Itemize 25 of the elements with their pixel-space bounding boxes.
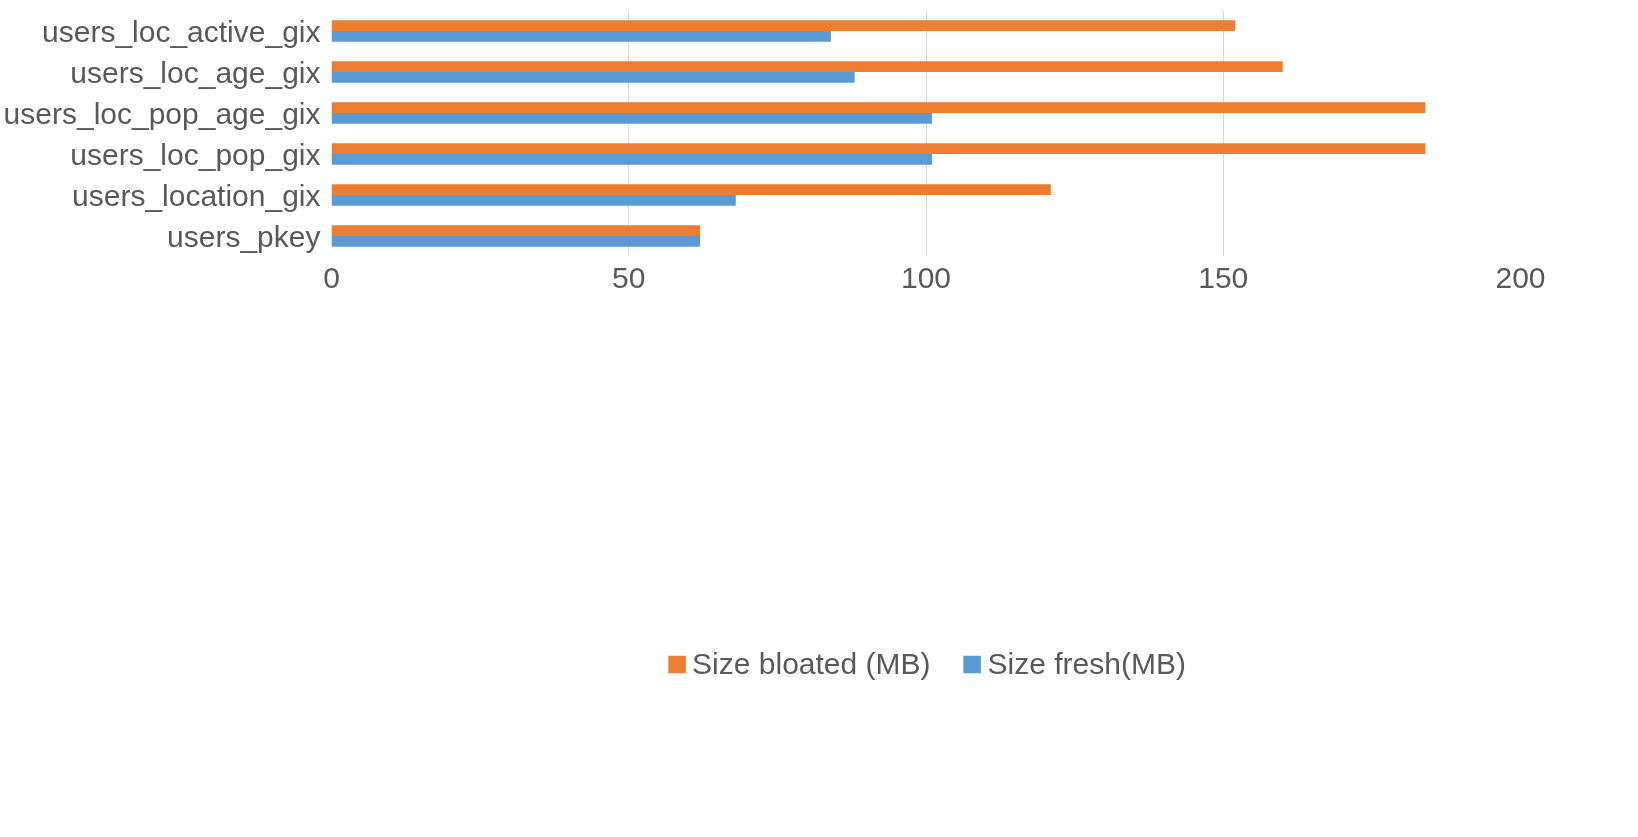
x-tick-label: 200 [1495,260,1546,294]
y-tick-label: users_pkey [167,219,321,253]
bar [331,195,736,206]
bar [331,184,1051,195]
bar [331,113,932,124]
y-tick-label: users_loc_active_gix [42,14,321,48]
y-tick-label: users_loc_pop_gix [70,137,321,171]
legend-label: Size bloated (MB) [692,647,931,681]
bar [331,225,701,236]
y-tick-label: users_loc_age_gix [70,55,321,89]
bar [331,143,1426,154]
x-tick-label: 150 [1198,260,1249,294]
bar [331,20,1236,31]
bar [331,236,701,247]
x-tick-label: 50 [612,260,646,294]
bar [331,72,855,83]
bar [331,102,1426,113]
x-tick-label: 0 [323,260,340,294]
x-tick-label: 100 [900,260,952,294]
bar [331,61,1283,72]
bar [331,31,831,42]
y-tick-label: users_loc_pop_age_gix [3,96,321,130]
bar [331,154,932,165]
y-tick-label: users_location_gix [72,178,321,212]
legend-label: Size fresh(MB) [987,647,1186,681]
